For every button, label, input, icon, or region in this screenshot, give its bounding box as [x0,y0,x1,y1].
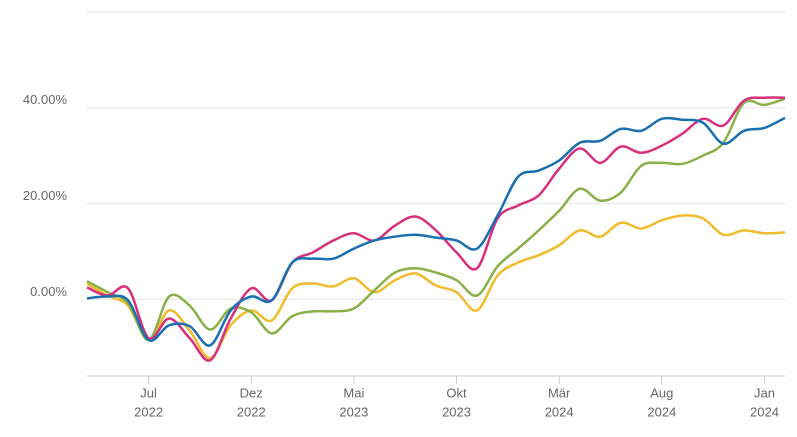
series-line [86,96,786,362]
x-tick-label: Aug [650,385,673,400]
x-tick-label: Mär [548,385,571,400]
series-line [86,214,786,360]
series-line [86,97,786,342]
y-tick-label: 0.00% [30,284,67,299]
x-tick-label: Mai [343,385,364,400]
x-tick-year: 2022 [237,404,266,419]
y-tick-label: 40.00% [23,92,68,107]
series-line [86,116,786,347]
y-tick-label: 20.00% [23,188,68,203]
x-tick-label: Dez [240,385,263,400]
x-tick-year: 2024 [750,404,779,419]
x-tick-label: Jan [754,385,775,400]
x-tick-label: Jul [140,385,157,400]
x-tick-label: Okt [446,385,467,400]
x-tick-year: 2022 [134,404,163,419]
x-tick-year: 2023 [442,404,471,419]
x-tick-year: 2024 [647,404,676,419]
x-tick-year: 2024 [545,404,574,419]
x-tick-year: 2023 [339,404,368,419]
